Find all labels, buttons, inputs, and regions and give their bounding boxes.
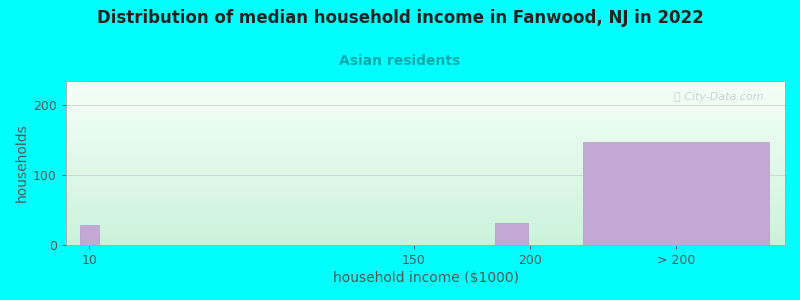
Bar	[80, 225, 98, 245]
Text: Ⓣ City-Data.com: Ⓣ City-Data.com	[674, 92, 763, 103]
Bar	[583, 142, 769, 245]
X-axis label: household income ($1000): household income ($1000)	[333, 271, 518, 285]
Text: Asian residents: Asian residents	[339, 54, 461, 68]
Text: Distribution of median household income in Fanwood, NJ in 2022: Distribution of median household income …	[97, 9, 703, 27]
Y-axis label: households: households	[15, 124, 29, 202]
Bar	[495, 223, 527, 245]
